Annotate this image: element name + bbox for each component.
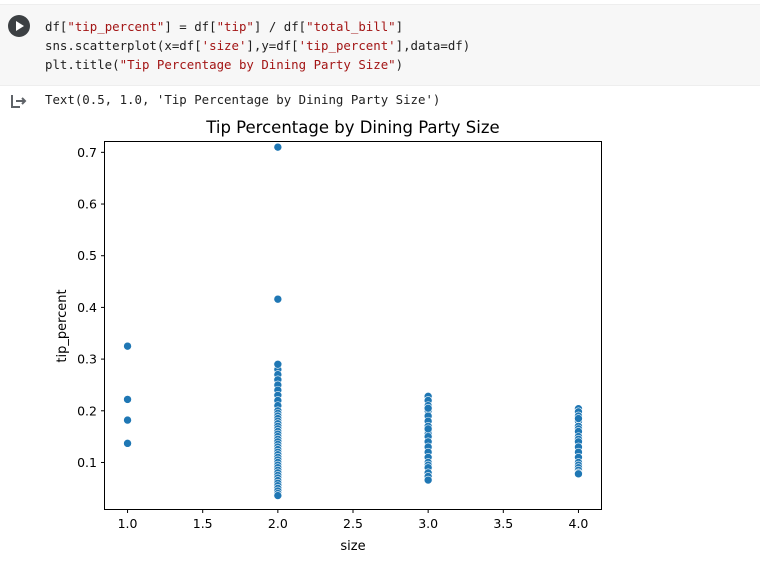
y-tick-label: 0.2 [77, 403, 97, 418]
x-tick-label: 3.0 [418, 516, 438, 531]
x-tick-label: 1.5 [193, 516, 213, 531]
data-point [123, 415, 132, 425]
x-axis-label: size [340, 539, 365, 554]
x-tick-label: 4.0 [569, 516, 589, 531]
data-point [574, 469, 583, 479]
y-tick-label: 0.5 [77, 248, 97, 263]
code-line: plt.title("Tip Percentage by Dining Part… [45, 57, 404, 72]
x-tick-label: 2.0 [268, 516, 288, 531]
data-point [574, 414, 583, 423]
plot-frame [104, 141, 602, 510]
y-tick-label: 0.6 [77, 197, 97, 212]
y-tick-label: 0.7 [77, 145, 97, 160]
data-point [123, 341, 132, 351]
code-line: sns.scatterplot(x=df['size'],y=df['tip_p… [45, 38, 471, 53]
y-tick-label: 0.3 [77, 352, 97, 367]
run-cell-button[interactable] [8, 15, 30, 37]
code-cell[interactable]: df["tip_percent"] = df["tip"] / df["tota… [0, 4, 760, 86]
data-point [123, 395, 132, 404]
data-point [273, 491, 283, 500]
play-icon [16, 21, 24, 31]
data-point [273, 359, 283, 369]
code-line: df["tip_percent"] = df["tip"] / df["tota… [45, 19, 404, 34]
x-tick-label: 1.0 [118, 516, 138, 531]
x-tick-label: 3.5 [493, 516, 513, 531]
data-point [123, 439, 132, 448]
chart-title: Tip Percentage by Dining Party Size [205, 118, 499, 137]
data-point [423, 424, 433, 434]
data-point [273, 142, 283, 152]
data-point [273, 294, 283, 304]
cell-output-text: Text(0.5, 1.0, 'Tip Percentage by Dining… [45, 92, 441, 107]
data-point [423, 475, 433, 485]
y-tick-label: 0.4 [77, 300, 97, 315]
output-arrow-icon [11, 95, 27, 108]
data-point [423, 403, 433, 413]
code-editor[interactable]: df["tip_percent"] = df["tip"] / df["tota… [45, 17, 470, 74]
x-tick-label: 2.5 [343, 516, 363, 531]
y-axis-label: tip_percent [55, 289, 70, 362]
y-tick-label: 0.1 [77, 455, 97, 470]
